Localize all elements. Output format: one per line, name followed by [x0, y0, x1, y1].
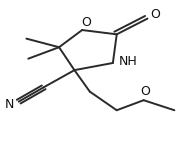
Text: NH: NH — [119, 55, 138, 68]
Text: O: O — [81, 16, 91, 29]
Text: O: O — [141, 85, 151, 98]
Text: O: O — [150, 8, 160, 21]
Text: N: N — [4, 98, 14, 111]
